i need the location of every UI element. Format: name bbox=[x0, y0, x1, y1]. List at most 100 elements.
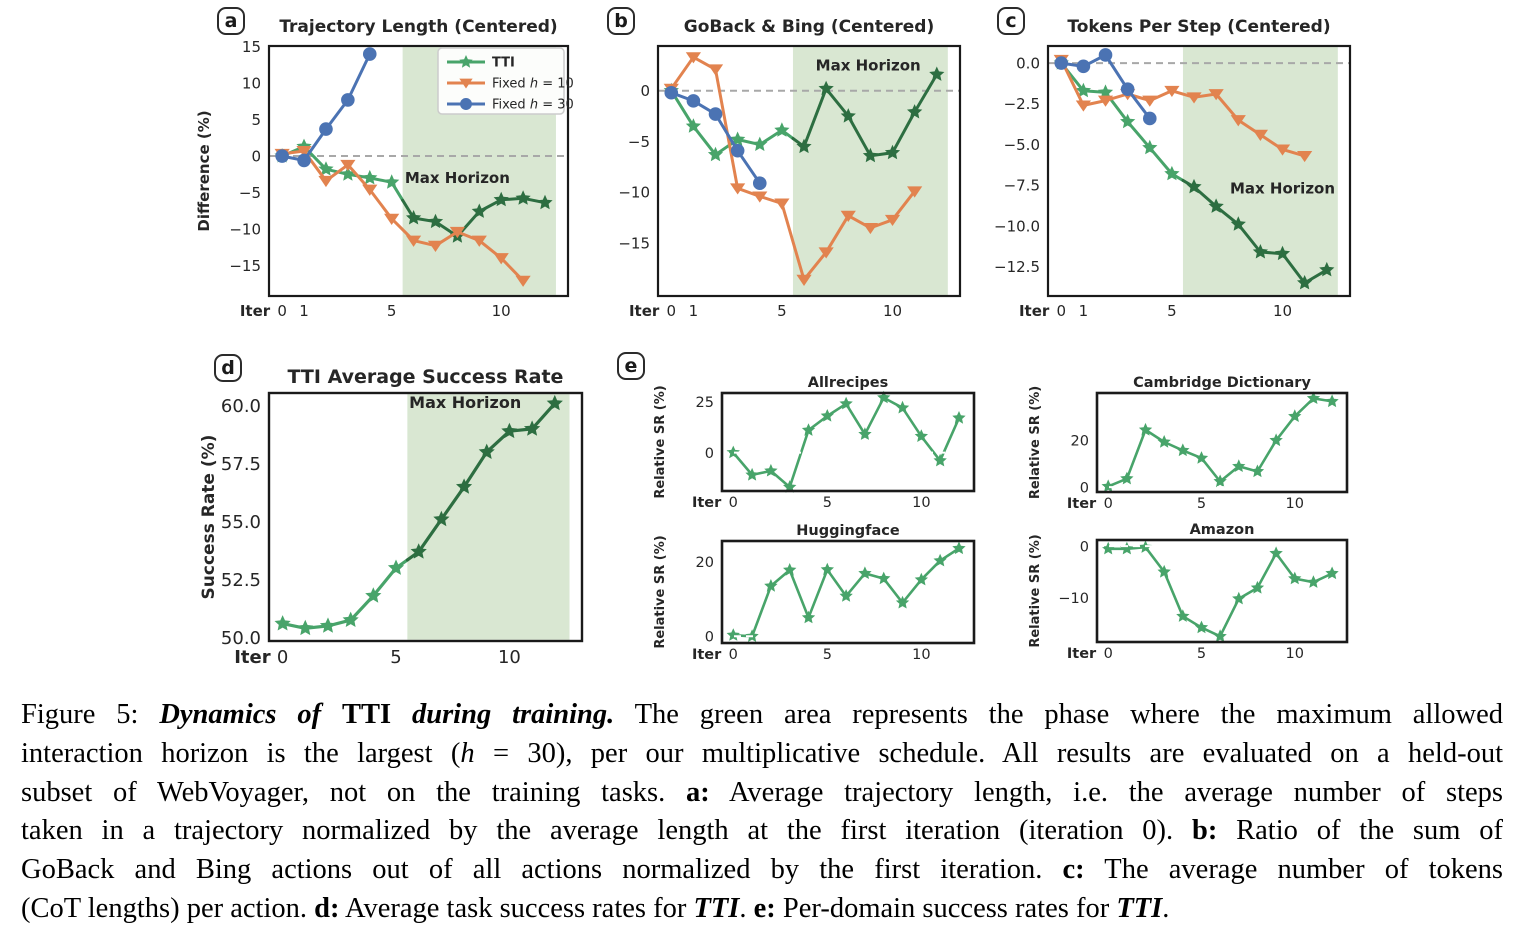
circle-marker bbox=[730, 143, 745, 158]
star-marker bbox=[764, 463, 778, 477]
star-marker bbox=[297, 619, 314, 636]
circle-marker bbox=[341, 93, 355, 107]
chart-amazon: 0 −10 0 5 10 Iter Amazon Relative SR (%) bbox=[1028, 522, 1349, 662]
star-marker bbox=[427, 213, 444, 229]
x-tick-label: 0 bbox=[729, 495, 738, 511]
x-tick-label: 10 bbox=[912, 495, 930, 511]
plot-frame bbox=[1046, 44, 1352, 298]
star-marker bbox=[1232, 459, 1246, 472]
triangle-marker bbox=[730, 183, 746, 195]
triangle-marker bbox=[318, 175, 334, 188]
triangle-marker bbox=[384, 213, 400, 225]
star-marker bbox=[952, 541, 966, 555]
triangle-marker bbox=[1297, 150, 1313, 163]
star-marker bbox=[1157, 564, 1171, 578]
x-tick-label: 1 bbox=[1079, 302, 1089, 320]
star-marker bbox=[387, 559, 405, 575]
caption-segment: b: bbox=[1191, 815, 1218, 847]
x-tick-label: 10 bbox=[1286, 646, 1304, 662]
triangle-marker bbox=[471, 235, 487, 247]
star-marker bbox=[471, 203, 487, 218]
y-tick-label: 20 bbox=[696, 555, 714, 571]
triangle-marker bbox=[1142, 95, 1158, 107]
star-marker bbox=[907, 104, 923, 119]
star-marker bbox=[362, 169, 378, 185]
star-marker bbox=[1319, 261, 1335, 277]
star-marker bbox=[340, 166, 356, 181]
triangle-marker bbox=[459, 78, 473, 89]
star-marker bbox=[820, 409, 834, 422]
circle-marker bbox=[319, 122, 333, 136]
caption-segment: taken in a trajectory normalized by the … bbox=[21, 815, 1192, 847]
max-horizon-label: Max Horizon bbox=[816, 56, 921, 74]
star-marker bbox=[1101, 479, 1115, 493]
caption-segment: The green area represents the phase wher… bbox=[614, 699, 1503, 730]
star-marker bbox=[1306, 575, 1321, 588]
y-tick-label: 60.0 bbox=[221, 396, 261, 417]
star-marker bbox=[1142, 139, 1158, 155]
star-marker bbox=[801, 610, 816, 624]
caption-segment: during training. bbox=[391, 699, 615, 730]
star-marker bbox=[726, 628, 740, 641]
chart-tti-success-rate: 50.0 52.5 55.0 57.5 60.0 0 5 10 Iter TTI Average … bbox=[199, 366, 584, 668]
circle-marker bbox=[362, 47, 377, 61]
triangle-marker bbox=[405, 235, 422, 247]
plot-frame bbox=[720, 539, 976, 645]
y-tick-label: 55.0 bbox=[221, 512, 261, 533]
triangle-marker bbox=[707, 64, 724, 76]
triangle-marker bbox=[1097, 95, 1114, 107]
x-tick-label: 5 bbox=[777, 302, 787, 320]
y-tick-label: 0 bbox=[640, 82, 650, 100]
star-marker bbox=[384, 174, 400, 189]
star-marker bbox=[1194, 451, 1209, 464]
star-marker bbox=[1213, 629, 1227, 642]
star-marker bbox=[752, 136, 768, 151]
star-marker bbox=[1288, 409, 1302, 422]
y-tick-label: 57.5 bbox=[221, 454, 261, 475]
legend-entry-label: Fixed h = 10 bbox=[492, 77, 574, 92]
star-marker bbox=[546, 394, 563, 411]
caption-segment: c: bbox=[1062, 854, 1085, 886]
circle-marker bbox=[460, 98, 472, 110]
series-line bbox=[732, 396, 961, 489]
star-marker bbox=[515, 190, 531, 205]
y-tick-label: 0 bbox=[1080, 480, 1089, 496]
triangle-marker bbox=[1252, 129, 1268, 142]
y-tick-label: 20 bbox=[1071, 434, 1089, 450]
x-tick-label: 10 bbox=[912, 647, 930, 663]
star-marker bbox=[1213, 474, 1227, 488]
x-axis-label: Iter bbox=[692, 647, 722, 663]
caption-segment: . bbox=[1162, 892, 1170, 924]
star-marker bbox=[1288, 571, 1302, 585]
y-tick-label: 50.0 bbox=[221, 628, 261, 649]
circle-marker bbox=[752, 176, 767, 190]
chart-title: TTI Average Success Rate bbox=[288, 366, 564, 388]
x-tick-label: 10 bbox=[1273, 302, 1292, 320]
x-tick-label: 5 bbox=[1167, 302, 1177, 320]
y-axis-label: Relative SR (%) bbox=[653, 385, 668, 498]
panel-badge-c: c bbox=[997, 7, 1025, 35]
star-marker bbox=[933, 453, 947, 467]
star-marker bbox=[764, 579, 778, 592]
y-tick-label: 0 bbox=[705, 446, 714, 462]
chart-title: Trajectory Length (Centered) bbox=[279, 17, 557, 37]
x-axis-label: Iter bbox=[629, 302, 660, 320]
caption-segment: Average trajectory length, i.e. the aver… bbox=[709, 776, 1504, 808]
x-tick-label: 5 bbox=[823, 495, 832, 511]
star-marker bbox=[318, 161, 334, 176]
circle-marker bbox=[297, 153, 311, 168]
star-marker bbox=[524, 420, 541, 436]
series-line bbox=[1059, 58, 1307, 158]
caption-line: interaction horizon is the largest (h = … bbox=[21, 735, 1503, 774]
x-tick-label: 0 bbox=[277, 647, 288, 668]
series-line bbox=[669, 91, 762, 185]
panel-badge-e: e bbox=[617, 352, 645, 380]
triangle-marker bbox=[862, 222, 878, 235]
star-marker bbox=[478, 443, 495, 459]
star-marker bbox=[914, 429, 928, 442]
triangle-marker bbox=[1230, 115, 1246, 127]
y-tick-label: −10 bbox=[618, 184, 650, 202]
chart-cambridge-dictionary: 20 00 5 10 Iter Cambridge Dictionary Relative … bbox=[1028, 375, 1349, 512]
triangle-marker bbox=[1186, 92, 1202, 104]
